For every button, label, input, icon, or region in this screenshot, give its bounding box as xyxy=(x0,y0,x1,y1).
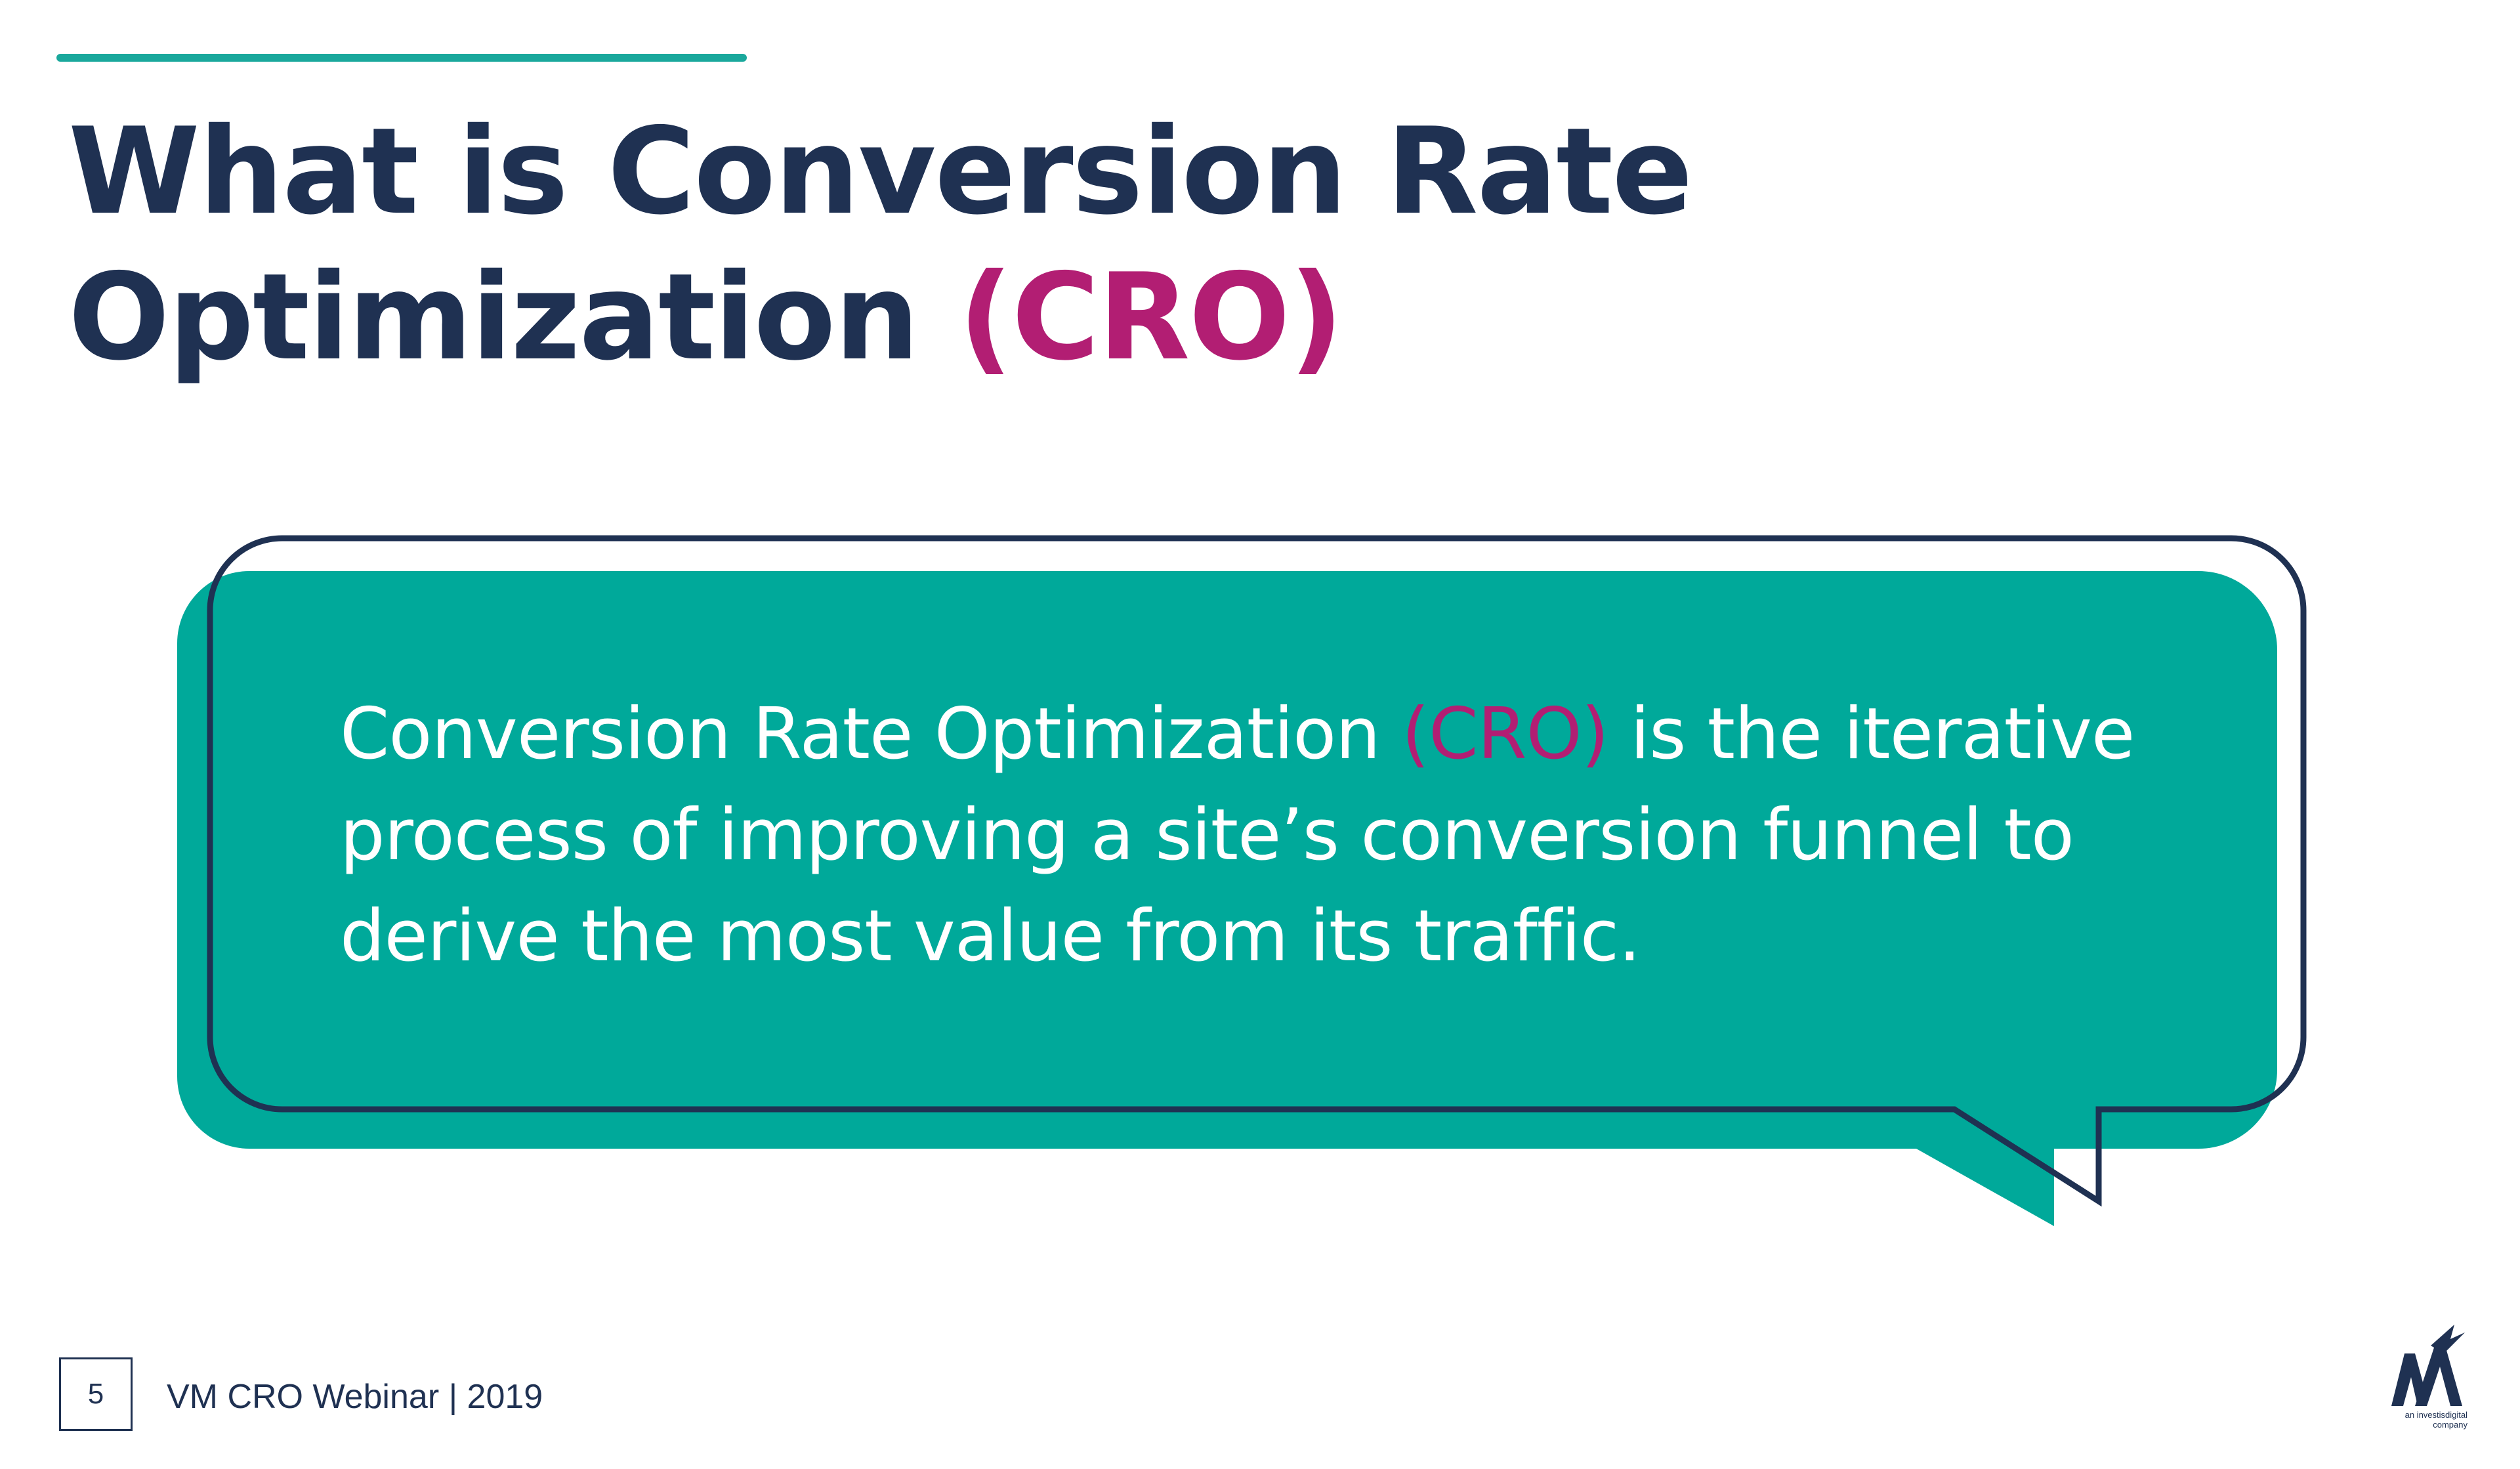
logo-caption: an investisdigital company xyxy=(2389,1410,2468,1430)
logo-mark-icon xyxy=(2391,1325,2465,1406)
logo-caption-line-2: company xyxy=(2433,1420,2468,1430)
definition-rest: is the iterative process of improving a … xyxy=(340,693,2135,977)
slide-title: What is Conversion Rate Optimization (CRO… xyxy=(68,98,1774,390)
title-line-1: What is Conversion Rate xyxy=(68,102,1693,241)
top-accent-rule xyxy=(56,54,747,62)
cro-definition: Conversion Rate Optimization (CRO) is th… xyxy=(340,684,2230,987)
title-line-2: Optimization xyxy=(68,247,959,387)
logo-caption-line-1: an investisdigital xyxy=(2404,1410,2468,1420)
company-logo: an investisdigital company xyxy=(2389,1319,2468,1451)
title-accent: (CRO) xyxy=(958,247,1344,387)
definition-accent: (CRO) xyxy=(1402,693,1609,775)
speech-bubble-outline xyxy=(207,535,2307,1207)
footer-label: VM CRO Webinar | 2019 xyxy=(167,1378,543,1416)
page-number: 5 xyxy=(87,1378,104,1410)
page-number-box: 5 xyxy=(59,1357,133,1431)
speech-bubble-fill xyxy=(177,571,2277,1226)
definition-lead: Conversion Rate Optimization xyxy=(340,693,1402,775)
